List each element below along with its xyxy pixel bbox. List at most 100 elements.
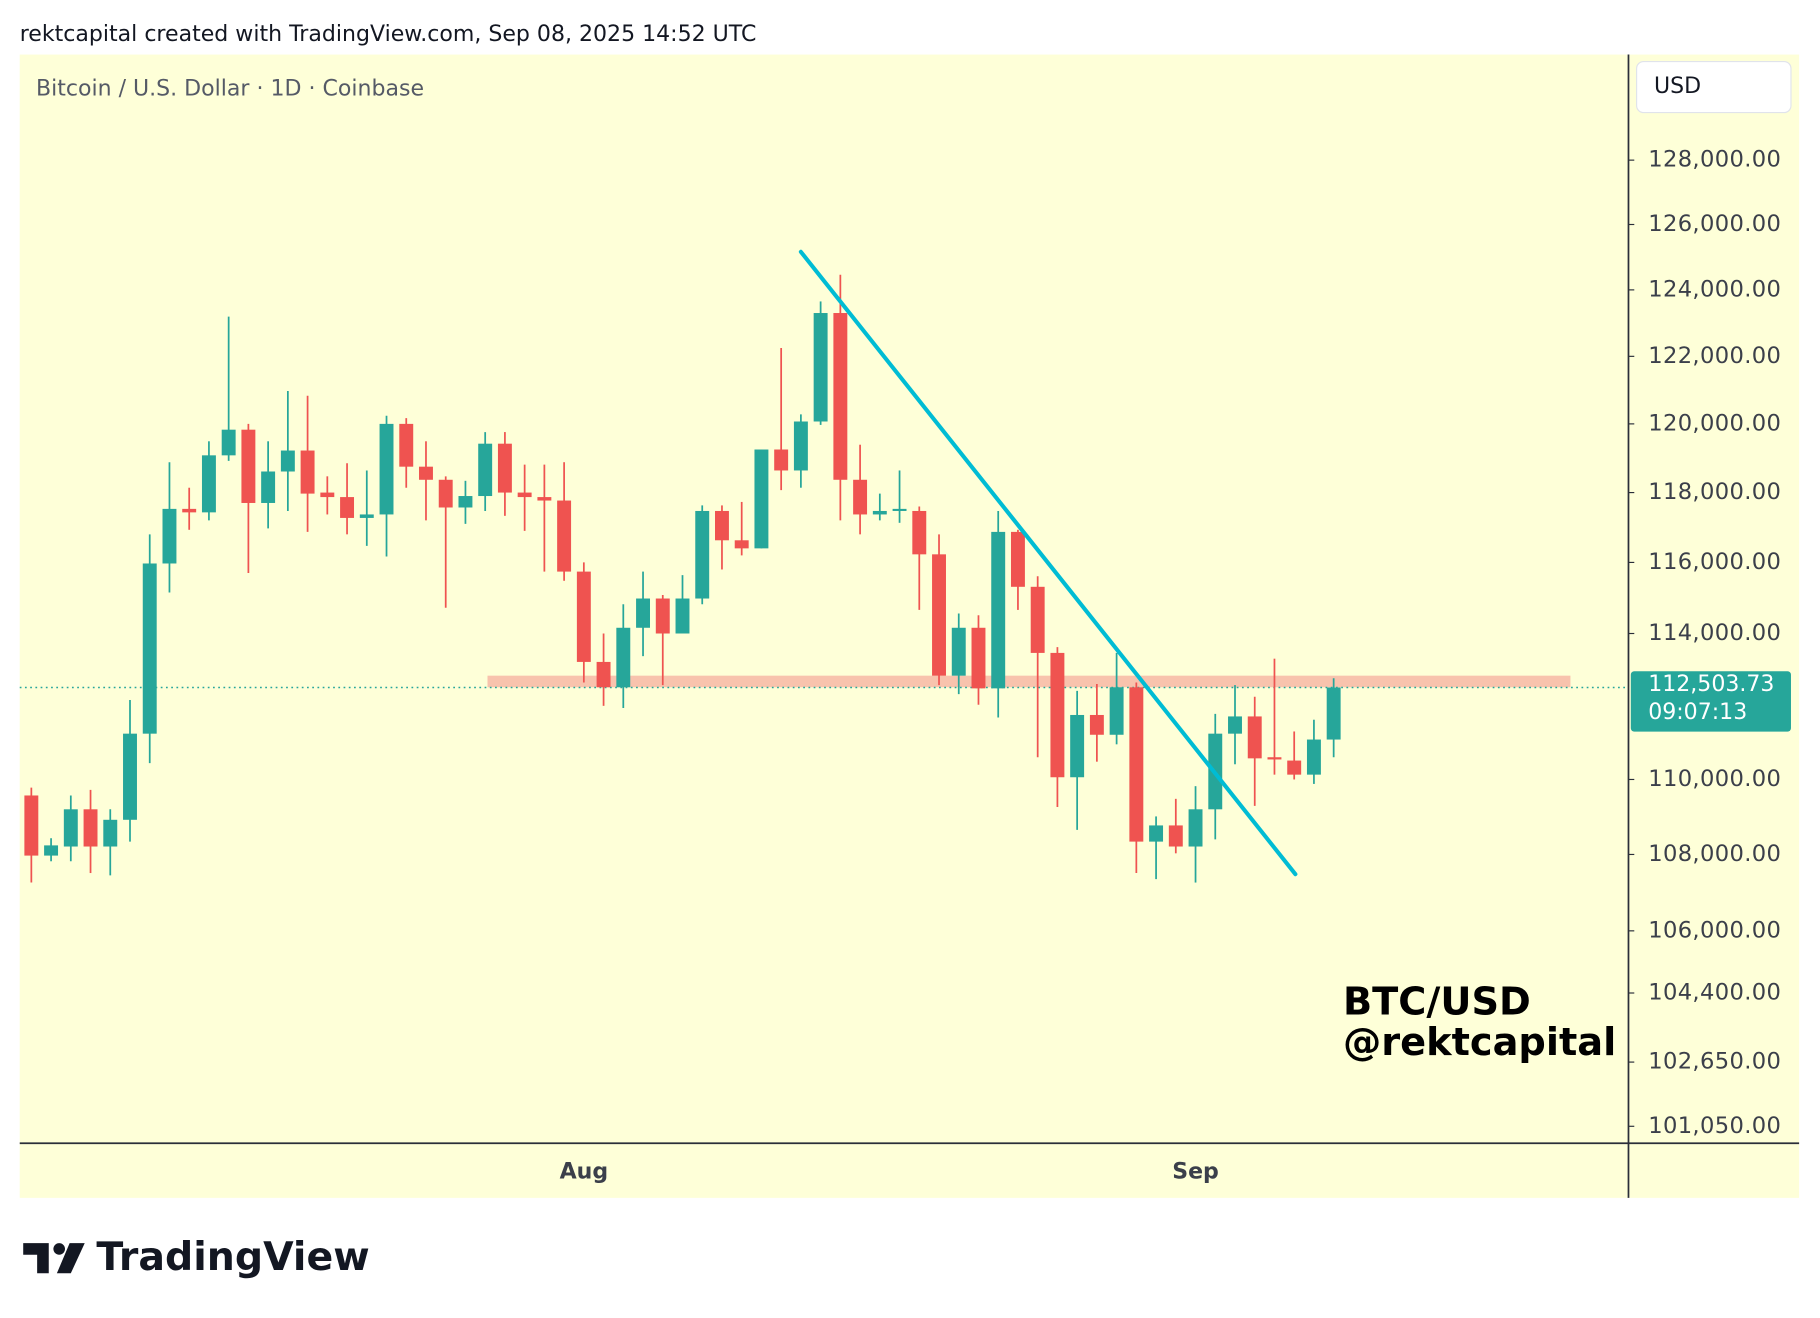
candle-body	[1306, 739, 1321, 775]
x-tick-label: Aug	[560, 1159, 609, 1184]
resistance-zone	[487, 675, 1571, 688]
candle-body	[1129, 687, 1144, 842]
candle-body	[1030, 586, 1045, 653]
logo-icon	[56, 1243, 85, 1274]
candle-body	[241, 429, 256, 503]
candle-body	[675, 598, 690, 634]
candle-body	[1109, 687, 1124, 735]
candle-body	[932, 554, 946, 676]
candle-body	[379, 423, 394, 515]
candle-body	[1089, 714, 1104, 735]
candle-body	[201, 455, 216, 513]
watermark-line: BTC/USD	[1343, 980, 1531, 1025]
candle-body	[517, 492, 532, 498]
y-tick-label: 122,000.00	[1648, 343, 1781, 369]
candle-body	[695, 510, 710, 599]
candle-body	[1149, 825, 1164, 842]
candle-body	[616, 627, 631, 688]
candle-body	[438, 479, 453, 508]
candle-body	[576, 571, 591, 662]
y-tick-label: 118,000.00	[1648, 479, 1781, 505]
y-tick-label: 108,000.00	[1648, 841, 1781, 867]
logo: TradingView	[23, 1234, 370, 1280]
candle-body	[853, 479, 868, 515]
symbol-title: Bitcoin / U.S. Dollar · 1D · Coinbase	[36, 76, 424, 101]
candle-body	[103, 819, 118, 847]
candle-body	[1010, 531, 1025, 587]
y-tick-label: 116,000.00	[1648, 549, 1781, 575]
candle-body	[912, 510, 927, 555]
candle-body	[596, 661, 611, 688]
candle-body	[537, 497, 552, 501]
logo-text: TradingView	[96, 1234, 369, 1280]
y-tick-label: 126,000.00	[1648, 211, 1781, 237]
candle-body	[1228, 716, 1242, 734]
y-tick-label: 102,650.00	[1648, 1049, 1781, 1075]
candle-body	[44, 845, 59, 856]
candle-body	[1326, 687, 1341, 740]
candle-body	[833, 313, 848, 480]
watermark-line: @rektcapital	[1343, 1020, 1616, 1065]
candle-body	[142, 563, 157, 734]
candle-body	[892, 508, 907, 511]
candle-body	[1168, 825, 1183, 847]
candle-body	[734, 540, 749, 549]
candle-body	[951, 627, 966, 676]
chart-background	[19, 54, 1800, 1198]
candle-body	[261, 471, 276, 503]
countdown-label: 09:07:13	[1648, 700, 1747, 725]
x-tick-label: Sep	[1172, 1159, 1219, 1184]
candle-body	[478, 443, 493, 497]
candle-body	[280, 450, 295, 472]
candle-body	[655, 598, 670, 634]
candle-body	[399, 423, 414, 467]
candle-body	[24, 795, 39, 856]
y-tick-label: 110,000.00	[1648, 766, 1781, 792]
candle-body	[1287, 760, 1302, 775]
candle-body	[320, 492, 335, 498]
trendline	[798, 249, 1298, 877]
header: rektcapital created with TradingView.com…	[20, 22, 757, 47]
candle-body	[557, 500, 572, 572]
y-tick-label: 104,400.00	[1648, 980, 1781, 1006]
candle-body	[1247, 716, 1262, 759]
candle-body	[793, 421, 808, 471]
logo-icon	[53, 1243, 65, 1255]
y-tick-label: 101,050.00	[1648, 1113, 1781, 1139]
candle-body	[221, 429, 236, 456]
price-label-box	[1630, 671, 1791, 732]
y-tick-label: 114,000.00	[1648, 620, 1781, 646]
candle-body	[340, 497, 355, 518]
candle-body	[300, 450, 315, 494]
logo-icon	[23, 1243, 49, 1274]
candle-body	[182, 508, 197, 513]
candle-body	[715, 510, 729, 541]
candle-body	[419, 466, 433, 480]
candle-body	[1188, 809, 1203, 847]
candle-body	[636, 598, 650, 628]
candle-body	[1070, 714, 1085, 778]
candle-body	[83, 809, 98, 847]
price-label: 112,503.73	[1648, 672, 1774, 697]
y-tick-label: 106,000.00	[1648, 917, 1781, 943]
candle-body	[497, 443, 512, 493]
currency-label: USD	[1654, 74, 1701, 99]
candle-body	[813, 313, 828, 422]
candle-body	[1050, 652, 1065, 778]
candle-body	[754, 449, 769, 549]
currency-button[interactable]	[1636, 60, 1792, 114]
candle-body	[458, 496, 473, 508]
y-tick-label: 124,000.00	[1648, 276, 1781, 302]
candle-body	[162, 508, 177, 564]
candle-body	[359, 514, 374, 518]
candle-body	[63, 809, 78, 847]
candle-body	[123, 733, 137, 820]
y-tick-label: 128,000.00	[1648, 147, 1781, 173]
candle-body	[872, 510, 887, 515]
y-tick-label: 120,000.00	[1648, 410, 1781, 436]
candle-body	[774, 449, 789, 471]
candle-body	[971, 627, 986, 689]
candle-body	[991, 531, 1006, 689]
